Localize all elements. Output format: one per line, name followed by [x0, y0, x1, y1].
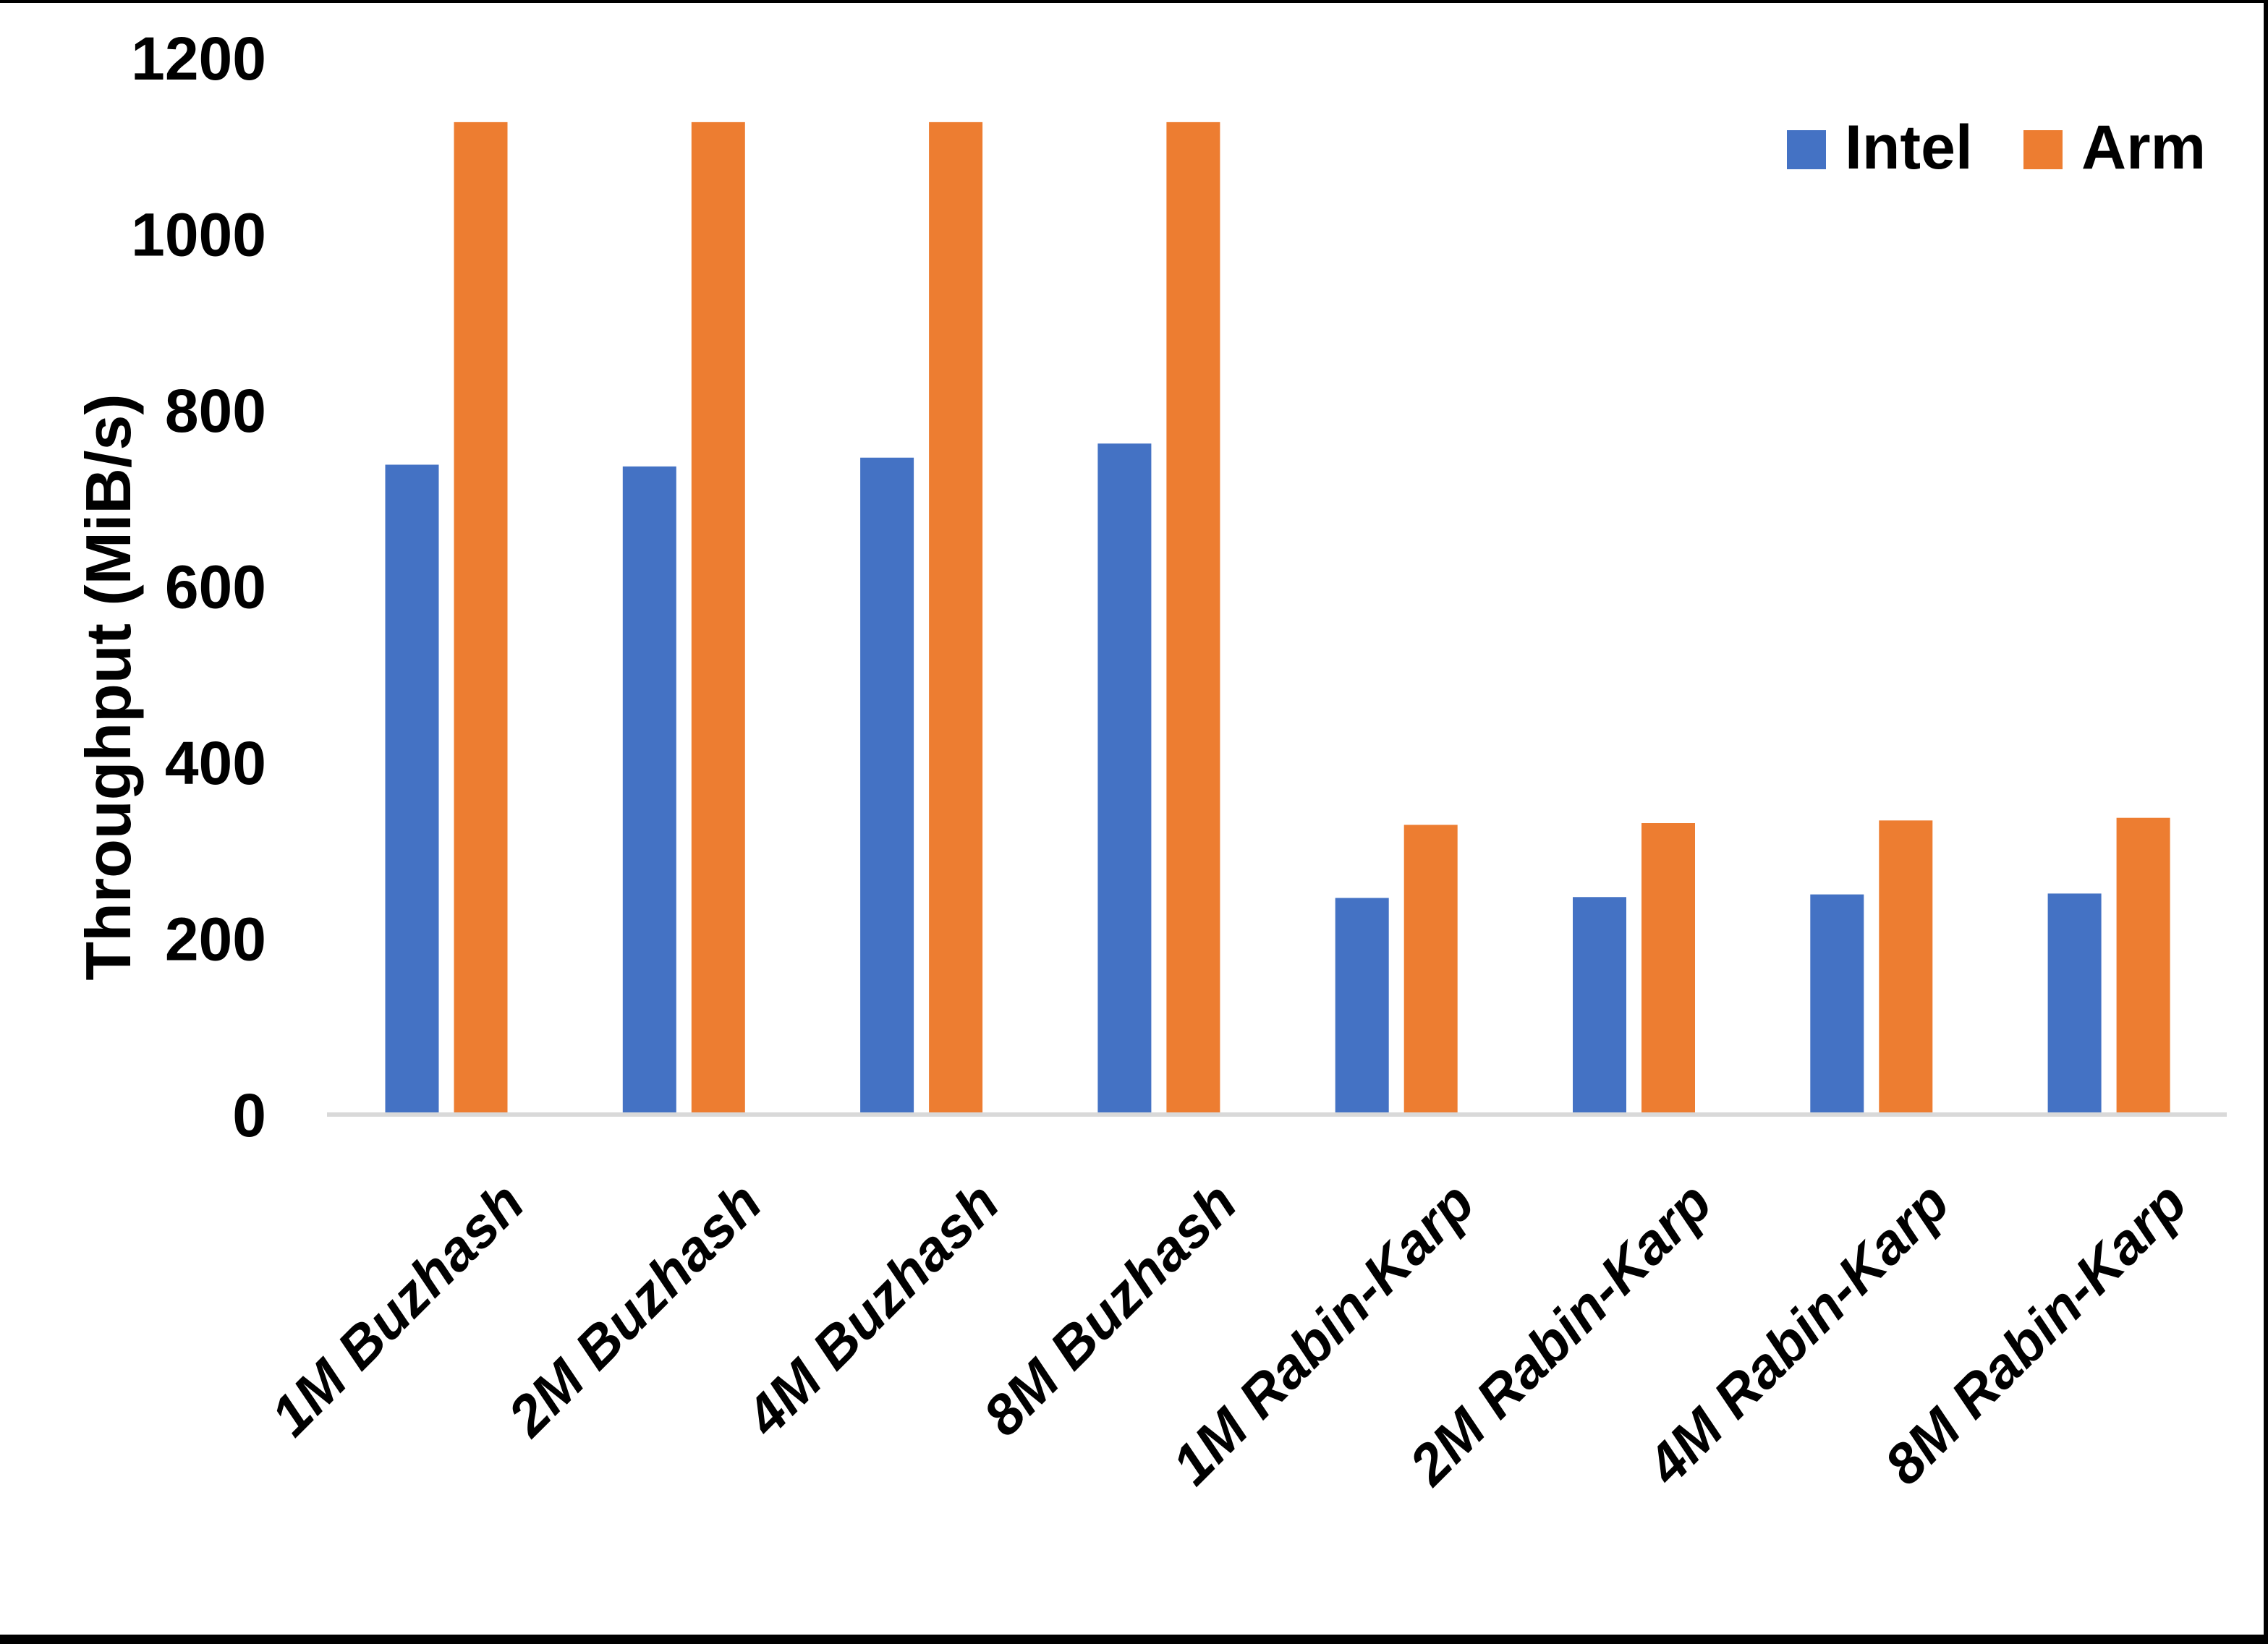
bar-intel-1m-buzhash [385, 464, 439, 1115]
legend: Intel Arm [1787, 113, 2206, 182]
y-axis-title: Throughput (MiB/s) [72, 393, 144, 980]
frame-border-top [0, 0, 2268, 3]
legend-label-intel: Intel [1845, 113, 1973, 182]
bar-arm-4m-buzhash [929, 122, 983, 1115]
legend-item-intel: Intel [1787, 113, 1973, 182]
x-tick-label-4m-buzhash: 4M Buzhash [732, 1170, 1011, 1449]
frame-border-right [2264, 0, 2268, 1644]
bar-intel-2m-buzhash [622, 466, 676, 1115]
bar-intel-2m-rabin-karp [1573, 897, 1626, 1115]
bar-arm-8m-buzhash [1166, 122, 1220, 1115]
bar-arm-1m-rabin-karp [1403, 825, 1458, 1115]
y-tick-label-600: 600 [165, 553, 266, 621]
y-tick-label-1000: 1000 [131, 201, 266, 269]
bar-intel-1m-rabin-karp [1335, 898, 1389, 1115]
y-tick-label-1200: 1200 [131, 25, 266, 93]
bar-intel-8m-rabin-karp [2047, 893, 2102, 1115]
legend-swatch-intel [1787, 130, 1826, 169]
bar-arm-4m-rabin-karp [1879, 820, 1933, 1115]
bar-intel-8m-buzhash [1097, 443, 1152, 1115]
bar-intel-4m-buzhash [860, 457, 914, 1115]
legend-item-arm: Arm [2023, 113, 2206, 182]
bars-layer [385, 122, 2170, 1115]
y-tick-label-200: 200 [165, 906, 266, 974]
y-axis-tick-labels: 0 200 400 600 800 1000 1200 [131, 25, 266, 1149]
frame-border-bottom [0, 1635, 2268, 1644]
x-axis-line [327, 1112, 2227, 1117]
x-tick-label-2m-buzhash: 2M Buzhash [495, 1170, 773, 1449]
legend-swatch-arm [2023, 130, 2063, 169]
x-tick-label-1m-buzhash: 1M Buzhash [258, 1170, 536, 1448]
bar-arm-2m-buzhash [691, 122, 745, 1115]
y-tick-label-800: 800 [165, 377, 266, 445]
y-tick-label-400: 400 [165, 729, 266, 797]
bar-arm-2m-rabin-karp [1641, 823, 1695, 1115]
legend-label-arm: Arm [2081, 113, 2206, 182]
bar-arm-8m-rabin-karp [2116, 817, 2170, 1115]
y-tick-label-0: 0 [232, 1081, 266, 1149]
bar-arm-1m-buzhash [454, 122, 508, 1115]
bar-intel-4m-rabin-karp [1810, 894, 1864, 1115]
